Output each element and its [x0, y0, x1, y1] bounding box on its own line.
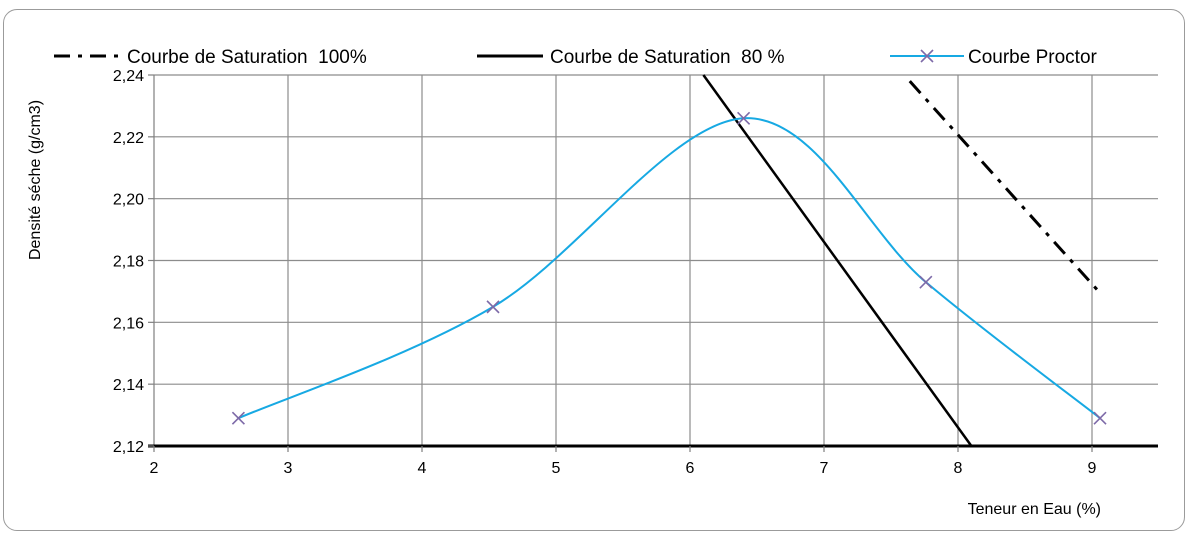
y-tick-label: 2,14	[113, 377, 144, 394]
x-tick-label: 6	[686, 460, 695, 477]
x-axis-title: Teneur en Eau (%)	[968, 501, 1101, 518]
series	[231, 74, 1107, 447]
x-tick-label: 2	[150, 460, 159, 477]
y-axis-title: Densité séche (g/cm3)	[27, 100, 44, 260]
legend-label-proctor: Courbe Proctor	[968, 47, 1098, 68]
y-tick-label: 2,16	[113, 315, 144, 332]
legend-marker-proctor	[920, 49, 934, 63]
proctor-point-marker	[1093, 411, 1107, 425]
series-saturation-100-line	[908, 80, 1100, 293]
x-tick-label: 8	[954, 460, 963, 477]
y-tick-label: 2,12	[113, 439, 144, 456]
y-tick-label: 2,22	[113, 130, 144, 147]
x-tick-label: 9	[1088, 460, 1097, 477]
legend-label-saturation-80: Courbe de Saturation 80 %	[550, 47, 785, 68]
legend-item-saturation-100: Courbe de Saturation 100%	[54, 47, 367, 68]
grid	[154, 74, 1158, 446]
axes	[148, 74, 1158, 452]
x-tick-label: 4	[418, 460, 427, 477]
x-tick-label: 3	[284, 460, 293, 477]
legend-item-proctor: Courbe Proctor	[890, 47, 1098, 68]
legend-item-saturation-80: Courbe de Saturation 80 %	[477, 47, 785, 68]
proctor-point-marker	[486, 300, 500, 314]
x-tick-label: 7	[820, 460, 829, 477]
proctor-point-marker	[919, 275, 933, 289]
proctor-point-marker	[231, 411, 245, 425]
y-tick-label: 2,20	[113, 192, 144, 209]
legend-label-saturation-100: Courbe de Saturation 100%	[127, 47, 367, 68]
proctor-point-marker	[737, 111, 751, 125]
y-tick-label: 2,18	[113, 254, 144, 271]
chart-frame	[3, 9, 1185, 531]
y-tick-label: 2,24	[113, 68, 144, 85]
series-saturation-80-line	[702, 74, 973, 447]
series-proctor-line	[238, 117, 1101, 420]
legend: Courbe de Saturation 100% Courbe de Satu…	[54, 47, 1098, 68]
tick-labels: 2 3 4 5 6 7 8 9 2,12 2,14 2,16 2,18 2,20 2,22 2,24	[113, 68, 1097, 477]
x-tick-label: 5	[552, 460, 561, 477]
